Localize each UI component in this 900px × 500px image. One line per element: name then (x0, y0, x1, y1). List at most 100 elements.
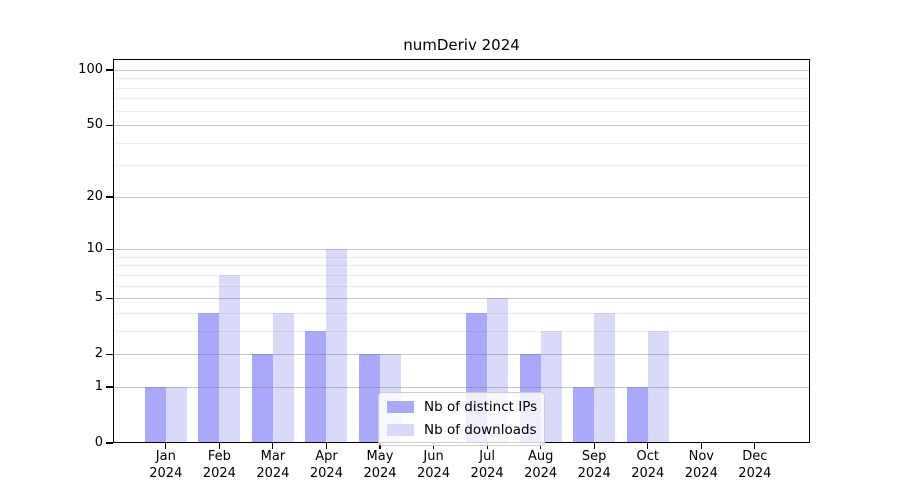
bar-downloads-aug (540, 330, 562, 443)
x-tick-month-dec: Dec (742, 449, 768, 464)
y-tick-10 (106, 248, 113, 250)
x-tick-month-oct: Oct (636, 449, 659, 464)
bar-distinct-ips-jan (144, 386, 166, 443)
x-tick-year-mar: 2024 (256, 466, 290, 481)
x-tick-year-sep: 2024 (577, 466, 611, 481)
legend-swatch-distinct-ips (387, 401, 414, 413)
bar-distinct-ips-may (359, 354, 380, 443)
legend-item-downloads: Nb of downloads (387, 422, 537, 438)
x-tick-label-jul: Jul 2024 (455, 448, 519, 482)
x-tick-nov (700, 443, 702, 449)
x-tick-year-jul: 2024 (470, 466, 504, 481)
bar-distinct-ips-sep (573, 386, 595, 443)
bar-downloads-mar (272, 312, 294, 443)
x-tick-apr (325, 443, 328, 449)
x-tick-year-apr: 2024 (309, 466, 343, 481)
x-tick-label-sep: Sep 2024 (562, 448, 626, 482)
gridline-minor-9 (113, 256, 810, 258)
x-tick-jul (486, 443, 488, 449)
x-tick-label-oct: Oct 2024 (616, 448, 680, 482)
x-tick-year-oct: 2024 (631, 466, 665, 481)
y-tick-label-20: 20 (86, 188, 103, 204)
y-tick-2 (106, 353, 113, 355)
x-tick-jun (432, 443, 435, 449)
legend-swatch-downloads (387, 424, 414, 436)
x-tick-dec (754, 443, 756, 449)
bar-distinct-ips-apr (305, 330, 327, 443)
bar-distinct-ips-feb (198, 312, 220, 443)
y-tick-1 (106, 386, 113, 388)
x-tick-feb (218, 443, 220, 449)
x-tick-label-nov: Nov 2024 (669, 448, 733, 482)
gridline-major-10 (113, 249, 810, 251)
x-tick-month-nov: Nov (688, 449, 714, 464)
y-tick-label-10: 10 (86, 241, 103, 257)
y-tick-label-100: 100 (78, 62, 103, 77)
gridline-minor-90 (113, 78, 810, 80)
x-tick-label-aug: Aug 2024 (509, 448, 573, 482)
x-tick-year-jan: 2024 (149, 466, 183, 481)
gridline-minor-60 (113, 110, 810, 112)
x-tick-label-may: May 2024 (348, 448, 412, 482)
bar-distinct-ips-oct (626, 386, 648, 443)
y-tick-5 (106, 297, 113, 299)
x-tick-month-apr: Apr (315, 449, 338, 464)
legend-label-downloads: Nb of downloads (424, 422, 537, 438)
x-tick-year-may: 2024 (363, 466, 397, 481)
bar-downloads-sep (594, 312, 616, 443)
x-tick-month-mar: Mar (260, 449, 286, 464)
y-tick-label-2: 2 (94, 346, 103, 362)
x-tick-label-feb: Feb 2024 (187, 448, 251, 482)
bar-downloads-feb (219, 274, 241, 443)
gridline-minor-70 (113, 98, 810, 100)
x-tick-label-jun: Jun 2024 (402, 448, 466, 482)
gridline-major-100 (113, 70, 810, 71)
gridline-major-20 (113, 196, 810, 198)
gridline-major-5 (113, 298, 810, 300)
x-tick-sep (593, 443, 595, 449)
y-tick-label-50: 50 (86, 117, 103, 133)
x-tick-label-jan: Jan 2024 (134, 448, 198, 482)
gridline-minor-40 (113, 142, 810, 144)
y-tick-label-0: 0 (94, 435, 103, 450)
legend-label-distinct-ips: Nb of distinct IPs (424, 399, 538, 415)
x-tick-year-feb: 2024 (202, 466, 236, 481)
x-tick-month-feb: Feb (207, 449, 231, 464)
y-tick-50 (106, 124, 113, 126)
y-tick-20 (106, 196, 113, 198)
bar-downloads-apr (326, 249, 348, 443)
y-tick-100 (106, 69, 113, 71)
x-tick-month-jul: Jul (479, 449, 495, 464)
gridline-minor-8 (113, 265, 810, 267)
x-tick-oct (647, 443, 649, 449)
x-tick-month-sep: Sep (581, 449, 607, 464)
x-tick-year-jun: 2024 (417, 466, 451, 481)
bar-downloads-oct (647, 330, 669, 443)
x-tick-mar (272, 443, 274, 449)
y-tick-label-5: 5 (94, 290, 103, 306)
legend: Nb of distinct IPs Nb of downloads (378, 392, 545, 446)
gridline-minor-30 (113, 165, 810, 167)
x-tick-label-apr: Apr 2024 (294, 448, 358, 482)
bar-downloads-jan (165, 386, 187, 443)
chart-title: numDeriv 2024 (403, 36, 520, 54)
x-tick-may (379, 443, 381, 449)
x-tick-year-aug: 2024 (524, 466, 558, 481)
x-tick-month-aug: Aug (527, 449, 554, 464)
y-tick-0 (106, 442, 113, 444)
gridline-minor-6 (113, 285, 810, 287)
x-tick-label-mar: Mar 2024 (241, 448, 305, 482)
x-tick-month-jan: Jan (155, 449, 176, 464)
y-tick-label-1: 1 (94, 378, 103, 394)
x-tick-month-may: May (366, 449, 394, 464)
x-tick-jan (165, 443, 167, 449)
x-tick-aug (540, 443, 542, 449)
x-tick-year-nov: 2024 (684, 466, 718, 481)
x-tick-label-dec: Dec 2024 (723, 448, 787, 482)
gridline-major-50 (113, 125, 810, 127)
legend-item-distinct-ips: Nb of distinct IPs (387, 399, 538, 415)
gridline-minor-80 (113, 87, 810, 89)
bar-distinct-ips-mar (251, 354, 273, 443)
x-tick-year-dec: 2024 (738, 466, 772, 481)
